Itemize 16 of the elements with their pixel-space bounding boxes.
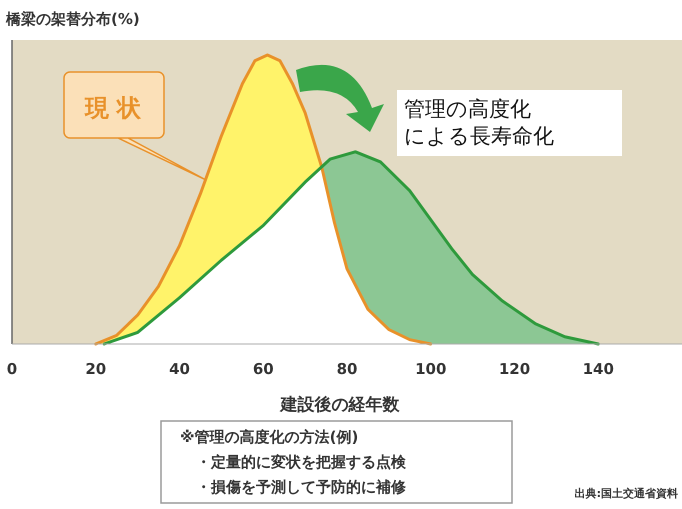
x-tick-label: 120 bbox=[498, 360, 530, 378]
text: ・定量的に変状を把握する点検 bbox=[196, 453, 407, 471]
x-tick-label: 80 bbox=[336, 360, 358, 378]
x-tick-label: 0 bbox=[6, 360, 18, 378]
text: ・損傷を予測して予防的に補修 bbox=[196, 478, 407, 496]
series-label: 管理の高度化による長寿命化 bbox=[404, 97, 554, 148]
x-axis-title: 建設後の経年数 bbox=[278, 395, 400, 415]
x-tick-label: 20 bbox=[85, 360, 106, 378]
x-tick-label: 100 bbox=[415, 360, 446, 378]
x-tick-label: 60 bbox=[252, 360, 274, 378]
y-axis-title: 橋梁の架替分布(%) bbox=[5, 10, 140, 28]
x-tick-label: 140 bbox=[582, 360, 614, 378]
source-note: 出典:国土交通省資料 bbox=[574, 487, 678, 500]
x-tick-label: 40 bbox=[169, 360, 190, 378]
text: ※管理の高度化の方法(例) bbox=[180, 428, 358, 446]
text: 現 状 bbox=[84, 94, 142, 122]
